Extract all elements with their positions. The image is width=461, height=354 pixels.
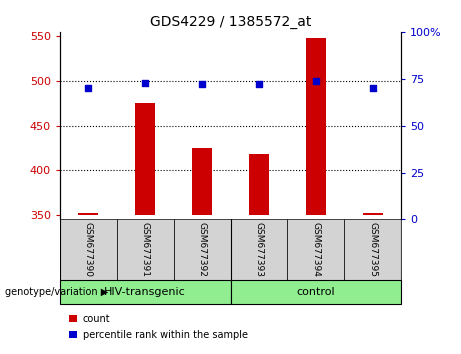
- Text: GSM677391: GSM677391: [141, 222, 150, 277]
- Text: HIV-transgenic: HIV-transgenic: [104, 287, 186, 297]
- Bar: [60, 219, 117, 280]
- Bar: [306, 38, 326, 215]
- Text: GSM677395: GSM677395: [368, 222, 377, 277]
- Text: GSM677393: GSM677393: [254, 222, 263, 277]
- Point: [255, 81, 263, 87]
- Text: GSM677392: GSM677392: [198, 222, 207, 277]
- Point: [142, 80, 149, 85]
- Bar: [230, 219, 287, 280]
- Text: percentile rank within the sample: percentile rank within the sample: [83, 330, 248, 339]
- Text: control: control: [296, 287, 335, 297]
- Bar: [249, 154, 269, 215]
- Bar: [117, 219, 174, 280]
- Bar: [69, 315, 77, 322]
- Text: GSM677390: GSM677390: [84, 222, 93, 277]
- Title: GDS4229 / 1385572_at: GDS4229 / 1385572_at: [150, 16, 311, 29]
- Point: [85, 85, 92, 91]
- Point: [198, 81, 206, 87]
- Bar: [344, 219, 401, 280]
- Bar: [287, 219, 344, 280]
- Bar: [192, 148, 212, 215]
- Text: count: count: [83, 314, 111, 324]
- Bar: [135, 103, 155, 215]
- Bar: [174, 219, 230, 280]
- Bar: [78, 213, 98, 215]
- Text: genotype/variation ▶: genotype/variation ▶: [5, 287, 108, 297]
- Bar: [363, 213, 383, 215]
- Text: GSM677394: GSM677394: [311, 222, 320, 277]
- Bar: [60, 280, 230, 304]
- Bar: [69, 331, 77, 338]
- Point: [369, 85, 376, 91]
- Bar: [230, 280, 401, 304]
- Point: [312, 78, 319, 84]
